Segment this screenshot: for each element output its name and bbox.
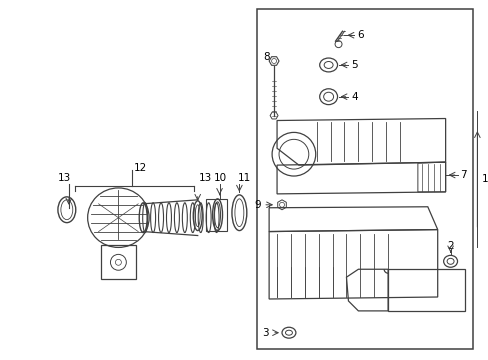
Text: 13: 13: [58, 173, 71, 183]
Text: 1: 1: [481, 174, 488, 184]
Text: 13: 13: [199, 173, 212, 183]
Text: 7: 7: [459, 170, 466, 180]
Text: 9: 9: [253, 200, 260, 210]
Text: 8: 8: [263, 52, 269, 62]
Text: 10: 10: [214, 173, 226, 183]
Bar: [257, 9, 472, 348]
Text: 3: 3: [261, 328, 268, 338]
Text: 11: 11: [237, 173, 250, 183]
Bar: [101, 246, 136, 279]
Text: 2: 2: [447, 242, 453, 251]
Text: 12: 12: [133, 163, 146, 173]
Text: 5: 5: [350, 60, 357, 70]
Text: 6: 6: [356, 30, 363, 40]
Text: 4: 4: [350, 92, 357, 102]
Bar: [205, 199, 227, 230]
